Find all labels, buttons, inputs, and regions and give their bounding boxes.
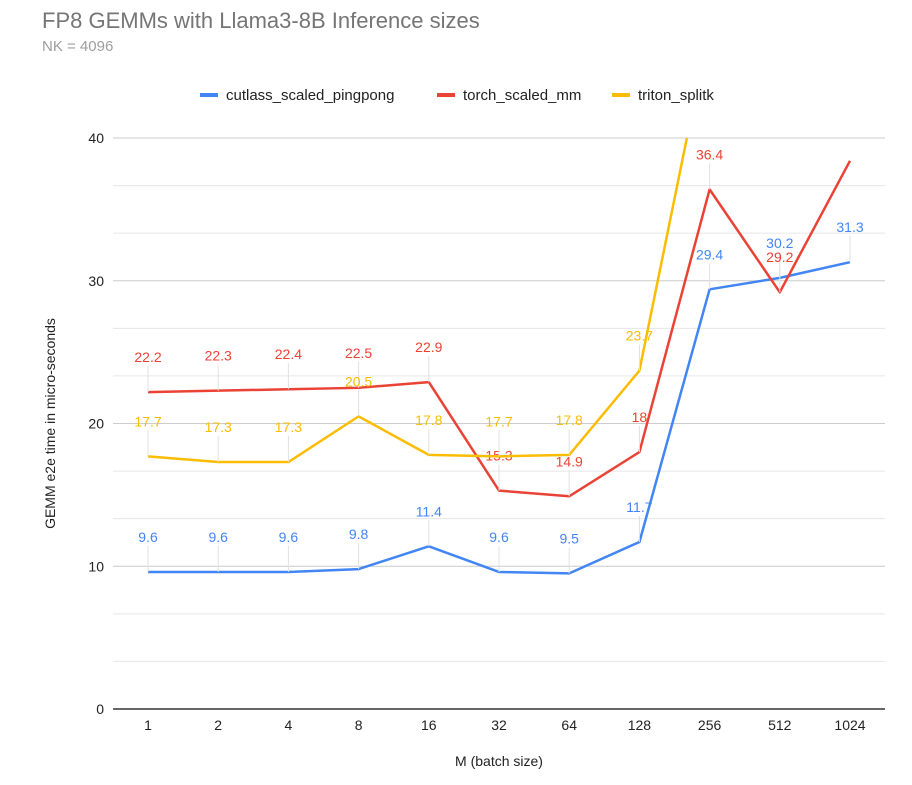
data-label: 22.3 — [205, 348, 232, 364]
y-tick-label: 10 — [88, 558, 104, 574]
x-tick-label: 128 — [628, 717, 652, 733]
y-axis-label: GEMM e2e time in micro-seconds — [42, 318, 58, 529]
data-label: 31.3 — [836, 219, 863, 235]
data-label: 36.4 — [696, 146, 723, 162]
data-label: 17.3 — [275, 419, 302, 435]
data-label: 22.9 — [415, 339, 442, 355]
x-tick-label: 512 — [768, 717, 792, 733]
x-tick-label: 1024 — [834, 717, 865, 733]
data-label: 9.6 — [279, 529, 299, 545]
data-label: 23.7 — [626, 328, 653, 344]
chart-title: FP8 GEMMs with Llama3-8B Inference sizes — [42, 8, 480, 33]
data-label: 9.8 — [349, 526, 369, 542]
data-label: 20.5 — [345, 373, 372, 389]
data-label: 22.5 — [345, 345, 372, 361]
legend-label: triton_splitk — [638, 87, 714, 104]
x-tick-label: 8 — [355, 717, 363, 733]
data-label: 29.2 — [766, 249, 793, 265]
data-label: 17.3 — [205, 419, 232, 435]
x-tick-label: 256 — [698, 717, 722, 733]
x-tick-label: 1 — [144, 717, 152, 733]
data-label: 9.6 — [208, 529, 228, 545]
chart-subtitle: NK = 4096 — [42, 38, 114, 55]
data-label: 29.4 — [696, 246, 723, 262]
data-label: 17.7 — [485, 413, 512, 429]
data-label: 11.7 — [626, 499, 652, 515]
x-axis-label: M (batch size) — [455, 753, 543, 769]
x-tick-label: 16 — [421, 717, 437, 733]
y-tick-label: 30 — [88, 273, 104, 289]
x-tick-label: 64 — [561, 717, 577, 733]
data-label: 17.8 — [556, 412, 583, 428]
legend-label: cutlass_scaled_pingpong — [226, 87, 394, 104]
data-label: 22.2 — [134, 349, 161, 365]
data-label: 17.7 — [134, 413, 161, 429]
data-label: 9.6 — [489, 529, 509, 545]
data-label: 9.5 — [559, 530, 579, 546]
legend-label: torch_scaled_mm — [463, 87, 581, 104]
data-label: 9.6 — [138, 529, 158, 545]
data-label: 30.2 — [766, 235, 793, 251]
data-label: 14.9 — [556, 453, 583, 469]
data-label: 17.8 — [415, 412, 442, 428]
x-tick-label: 2 — [214, 717, 222, 733]
y-tick-label: 20 — [88, 416, 104, 432]
data-label: 11.4 — [416, 503, 442, 519]
data-label: 18 — [632, 409, 648, 425]
y-tick-label: 0 — [96, 701, 104, 717]
x-tick-label: 32 — [491, 717, 507, 733]
x-tick-label: 4 — [285, 717, 293, 733]
y-tick-label: 40 — [88, 130, 104, 146]
data-label: 22.4 — [275, 346, 302, 362]
